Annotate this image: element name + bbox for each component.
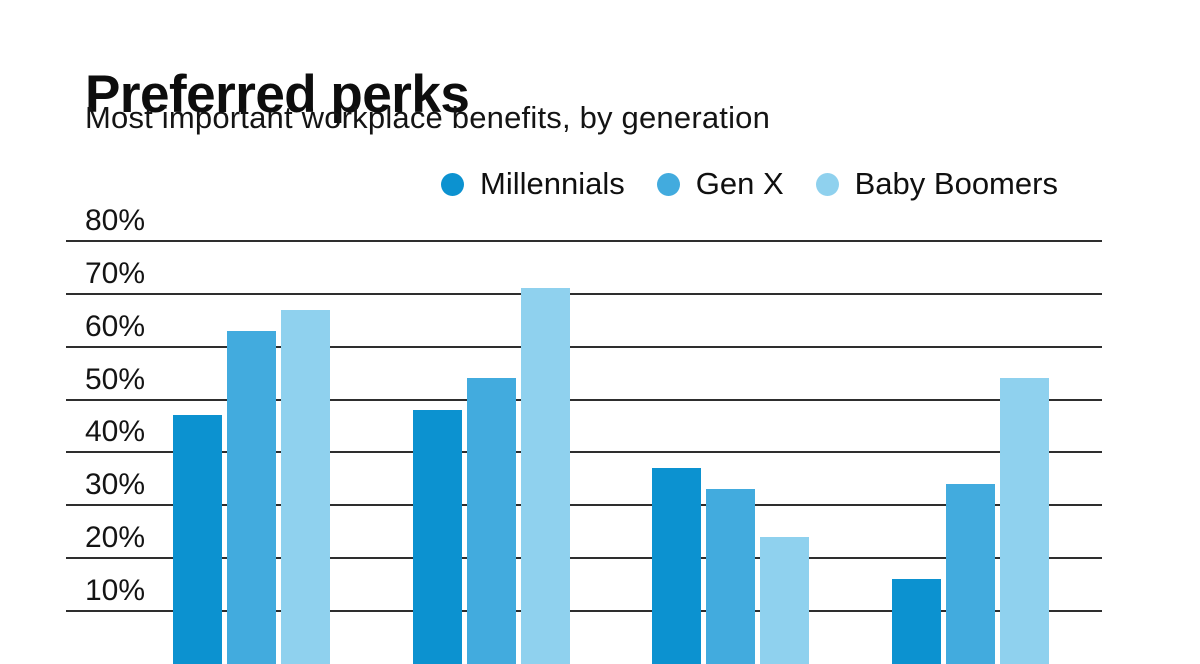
bar-gen-x-group-3 xyxy=(706,489,755,664)
bar-millennials-group-3 xyxy=(652,468,701,664)
legend-label-millennials: Millennials xyxy=(480,166,625,201)
bar-millennials-group-4 xyxy=(891,579,941,664)
legend-dot-millennials-icon xyxy=(441,172,464,196)
legend-item-millennials: Millennials xyxy=(441,166,625,202)
gridline-30 xyxy=(66,504,1102,507)
legend-item-baby-boomers: Baby Boomers xyxy=(815,166,1058,202)
gridline-70 xyxy=(66,292,1102,295)
bar-millennials-group-1 xyxy=(173,415,222,664)
bar-baby-boomers-group-3 xyxy=(760,537,809,664)
gridline-60 xyxy=(66,345,1102,348)
plot-area: 80% 70% 60% 50% 40% 30% 20% 10% xyxy=(66,203,1102,664)
y-axis-tick-label-50: 50% xyxy=(85,362,146,396)
bar-millennials-group-2 xyxy=(412,410,462,664)
gridline-40 xyxy=(66,451,1102,454)
gridline-80 xyxy=(66,239,1102,242)
legend-item-gen-x: Gen X xyxy=(656,166,784,202)
bar-gen-x-group-2 xyxy=(466,378,516,664)
gridline-10 xyxy=(66,610,1102,613)
y-axis-tick-label-10: 10% xyxy=(85,574,146,608)
y-axis-tick-label-60: 60% xyxy=(85,309,146,343)
y-axis-tick-label-80: 80% xyxy=(85,203,146,237)
bar-baby-boomers-group-4 xyxy=(999,378,1049,664)
chart-title: Preferred perks xyxy=(85,64,470,124)
legend-dot-baby-boomers-icon xyxy=(815,172,839,196)
y-axis-tick-label-20: 20% xyxy=(85,521,146,555)
legend-label-gen-x: Gen X xyxy=(695,166,784,201)
y-axis-tick-label-70: 70% xyxy=(85,256,146,290)
legend-label-baby-boomers: Baby Boomers xyxy=(854,166,1058,201)
y-axis-tick-label-30: 30% xyxy=(85,468,146,502)
gridline-50 xyxy=(66,398,1102,401)
bar-baby-boomers-group-2 xyxy=(520,288,570,664)
legend: Millennials Gen X Baby Boomers xyxy=(441,166,1058,202)
chart-subtitle: Most important workplace benefits, by ge… xyxy=(85,100,771,135)
gridline-20 xyxy=(66,557,1102,560)
legend-dot-gen-x-icon xyxy=(656,172,680,196)
y-axis-tick-label-40: 40% xyxy=(85,415,146,449)
bar-baby-boomers-group-1 xyxy=(281,309,330,664)
bar-gen-x-group-1 xyxy=(227,330,276,664)
bar-gen-x-group-4 xyxy=(945,484,995,664)
